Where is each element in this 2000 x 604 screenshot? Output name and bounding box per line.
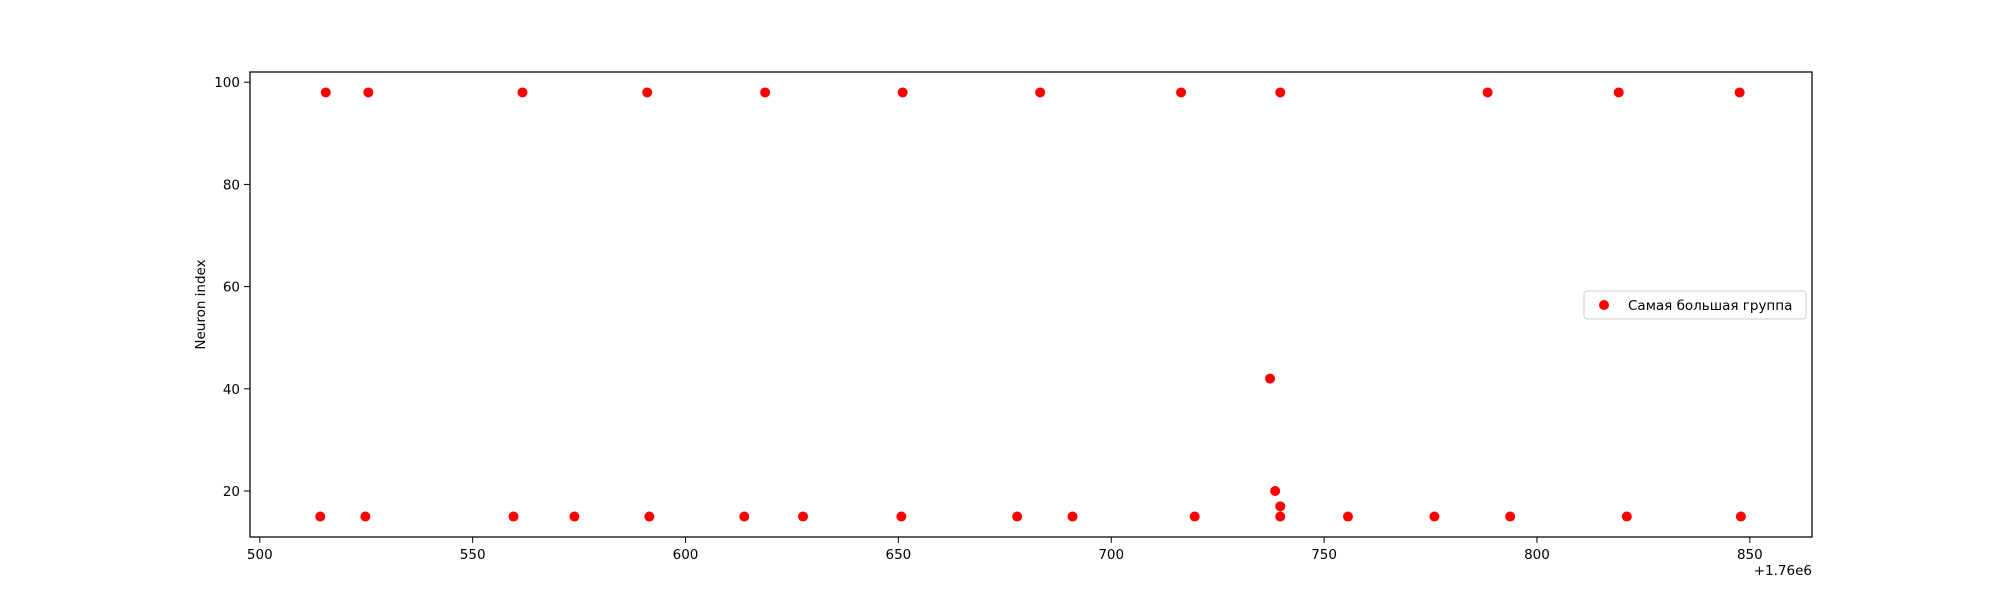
data-points	[315, 87, 1746, 522]
data-point	[1621, 511, 1632, 522]
data-point	[1734, 87, 1745, 98]
plot-frame	[249, 71, 1813, 538]
data-point	[644, 511, 655, 522]
data-point	[320, 87, 331, 98]
axis-ticks: 500 550 600 650 700 750 800 850 20 40 60 80 100	[214, 75, 1763, 563]
x-tick-label: 550	[460, 547, 486, 563]
data-point	[1735, 511, 1746, 522]
y-axis-label: Neuron index	[193, 259, 209, 349]
data-point	[1482, 87, 1493, 98]
data-point	[896, 511, 907, 522]
data-point	[315, 511, 326, 522]
data-point	[1270, 486, 1281, 497]
x-tick-label: 600	[673, 547, 699, 563]
data-point	[1189, 511, 1200, 522]
data-point	[1176, 87, 1187, 98]
data-point	[1275, 87, 1286, 98]
y-tick-label: 20	[223, 484, 240, 500]
data-point	[739, 511, 750, 522]
data-point	[897, 87, 908, 98]
y-tick-label: 60	[223, 280, 240, 296]
data-point	[1429, 511, 1440, 522]
data-point	[363, 87, 374, 98]
y-tick-label: 100	[214, 75, 240, 91]
legend-marker	[1599, 300, 1609, 310]
x-tick-label: 800	[1524, 547, 1550, 563]
data-point	[798, 511, 809, 522]
data-point	[508, 511, 519, 522]
data-point	[1342, 511, 1353, 522]
x-tick-label: 650	[885, 547, 911, 563]
data-point	[1505, 511, 1516, 522]
x-axis-offset-label: +1.76e6	[1754, 563, 1812, 579]
y-tick-label: 40	[223, 382, 240, 398]
data-point	[1012, 511, 1023, 522]
legend: Самая большая группа	[1583, 290, 1807, 320]
data-point	[1275, 501, 1286, 512]
data-point	[1613, 87, 1624, 98]
data-point	[642, 87, 653, 98]
data-point	[360, 511, 371, 522]
x-tick-label: 700	[1098, 547, 1124, 563]
y-tick-label: 80	[223, 177, 240, 193]
x-tick-label: 500	[247, 547, 273, 563]
x-tick-label: 850	[1737, 547, 1763, 563]
legend-label: Самая большая группа	[1628, 298, 1792, 314]
data-point	[1035, 87, 1046, 98]
data-point	[1067, 511, 1078, 522]
data-point	[1265, 373, 1276, 384]
data-point	[760, 87, 771, 98]
data-point	[1275, 511, 1286, 522]
data-point	[569, 511, 580, 522]
data-point	[517, 87, 528, 98]
legend-box	[1583, 290, 1807, 320]
x-tick-label: 750	[1311, 547, 1337, 563]
